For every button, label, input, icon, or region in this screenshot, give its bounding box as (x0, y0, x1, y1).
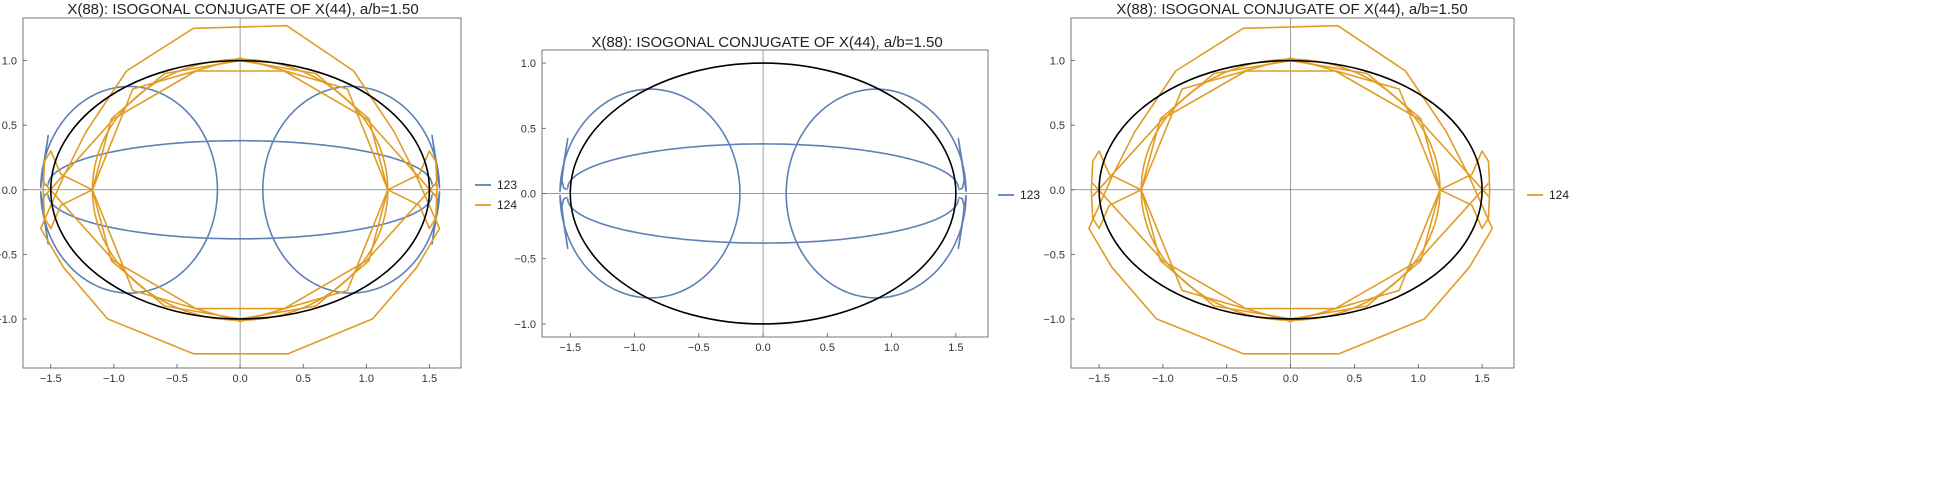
x-tick-label: 0.0 (232, 373, 247, 385)
reference-ellipse (569, 62, 957, 325)
chart-title: X(88): ISOGONAL CONJUGATE OF X(44), a/b=… (67, 1, 418, 18)
x-tick-label: 1.5 (948, 342, 963, 354)
y-tick-label: −1.0 (514, 319, 536, 331)
y-tick-label: −0.5 (0, 249, 17, 261)
x-tick-label: −1.5 (1088, 373, 1110, 385)
y-tick-label: 1.0 (521, 58, 536, 70)
y-tick-label: −1.0 (0, 314, 17, 326)
legend-label-123: 123 (1020, 188, 1040, 202)
legend-label-124: 124 (497, 198, 517, 212)
x-tick-label: −0.5 (688, 342, 710, 354)
series-line-124 (1092, 182, 1490, 310)
series-line-123 (559, 88, 741, 194)
x-tick-label: 0.0 (1283, 373, 1298, 385)
x-tick-label: 1.0 (884, 342, 899, 354)
y-tick-label: 0.0 (1050, 185, 1065, 197)
series-123 (559, 88, 967, 299)
legend-label-123: 123 (497, 178, 517, 192)
series-line-124 (42, 150, 93, 230)
series-line-124 (43, 70, 437, 197)
y-tick-label: 1.0 (1050, 56, 1065, 68)
series-line-124 (1090, 150, 1142, 230)
chart-panel-2: X(88): ISOGONAL CONJUGATE OF X(44), a/b=… (514, 34, 1040, 354)
series-line-124 (387, 150, 438, 230)
y-tick-label: −0.5 (514, 254, 536, 266)
chart-panel-3: X(88): ISOGONAL CONJUGATE OF X(44), a/b=… (1043, 1, 1569, 385)
series-line-123 (785, 193, 967, 299)
series-line-123 (566, 198, 960, 244)
series-line-123 (785, 88, 967, 194)
series-line-124 (1092, 70, 1490, 197)
y-tick-label: 0.5 (521, 123, 536, 135)
y-tick-label: 0.0 (521, 189, 536, 201)
series-line-123 (39, 189, 219, 294)
series-line-124 (1140, 57, 1441, 323)
series-line-123 (39, 85, 219, 190)
x-tick-label: 1.5 (422, 373, 437, 385)
series-line-123 (559, 193, 741, 299)
chart-title: X(88): ISOGONAL CONJUGATE OF X(44), a/b=… (591, 34, 942, 51)
series-line-123 (262, 85, 441, 190)
x-tick-label: 0.5 (1347, 373, 1362, 385)
x-tick-label: 0.5 (296, 373, 311, 385)
x-tick-label: −1.5 (559, 342, 581, 354)
x-tick-label: 1.0 (359, 373, 374, 385)
x-tick-label: −1.5 (40, 373, 62, 385)
series-line-123 (566, 143, 960, 189)
y-tick-label: −1.0 (1043, 314, 1065, 326)
series-line-124 (1439, 150, 1491, 230)
x-tick-label: −1.0 (103, 373, 125, 385)
series-line-124 (43, 182, 437, 310)
plot-frame (1070, 17, 1515, 369)
y-tick-label: 0.5 (2, 120, 17, 132)
reference-ellipse (49, 59, 431, 320)
x-tick-label: 0.0 (755, 342, 770, 354)
plot-frame (22, 17, 462, 369)
x-tick-label: 1.0 (1411, 373, 1426, 385)
chart-panel-1: X(88): ISOGONAL CONJUGATE OF X(44), a/b=… (0, 1, 517, 385)
x-tick-label: −0.5 (166, 373, 188, 385)
x-tick-label: −1.0 (624, 342, 646, 354)
y-tick-label: −0.5 (1043, 249, 1065, 261)
x-tick-label: −0.5 (1216, 373, 1238, 385)
y-tick-label: 1.0 (2, 56, 17, 68)
series-line-124 (39, 24, 441, 355)
y-tick-label: 0.5 (1050, 120, 1065, 132)
legend-label-124: 124 (1549, 188, 1569, 202)
series-line-124 (91, 57, 389, 323)
y-tick-label: 0.0 (2, 185, 17, 197)
series-124 (39, 24, 441, 355)
reference-ellipse (1098, 59, 1483, 320)
x-tick-label: −1.0 (1152, 373, 1174, 385)
series-line-123 (262, 189, 441, 294)
x-tick-label: 0.5 (820, 342, 835, 354)
series-line-124 (1088, 24, 1494, 355)
x-tick-label: 1.5 (1474, 373, 1489, 385)
chart-title: X(88): ISOGONAL CONJUGATE OF X(44), a/b=… (1116, 1, 1467, 18)
